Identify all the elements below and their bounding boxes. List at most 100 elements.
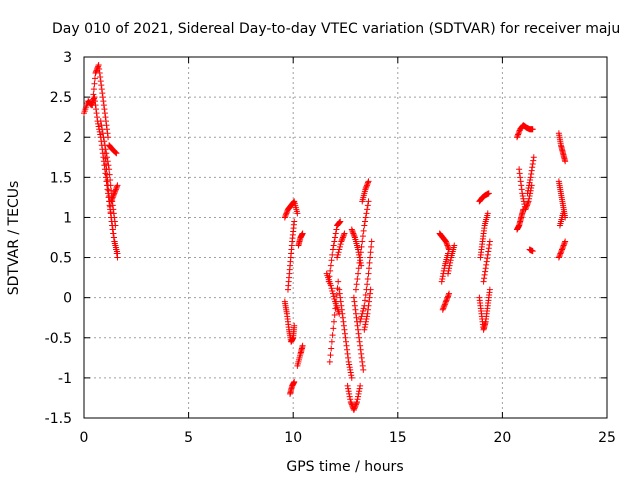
data-point-marker bbox=[557, 249, 564, 256]
data-point-marker bbox=[328, 345, 335, 352]
data-point-marker bbox=[102, 155, 109, 162]
data-point-marker bbox=[328, 285, 335, 292]
data-point-marker bbox=[355, 326, 362, 333]
data-point-marker bbox=[93, 68, 100, 75]
data-point-marker bbox=[485, 248, 492, 255]
data-point-marker bbox=[291, 218, 298, 225]
data-point-marker bbox=[362, 321, 369, 328]
data-point-marker bbox=[91, 98, 98, 105]
data-point-marker bbox=[364, 202, 371, 209]
data-point-marker bbox=[349, 227, 356, 234]
data-point-marker bbox=[526, 179, 533, 186]
data-point-marker bbox=[351, 298, 358, 305]
data-point-marker bbox=[482, 268, 489, 275]
data-point-marker bbox=[110, 193, 117, 200]
data-point-marker bbox=[112, 187, 119, 194]
data-point-marker bbox=[361, 326, 368, 333]
data-point-marker bbox=[336, 219, 343, 226]
data-point-marker bbox=[353, 281, 360, 288]
data-point-marker bbox=[327, 282, 334, 289]
data-point-marker bbox=[439, 306, 446, 313]
data-point-marker bbox=[526, 195, 533, 202]
data-point-marker bbox=[359, 310, 366, 317]
axis-ticks: 0 5 10 15 20 25 -1.5 -1 -0.5 0 0.5 1 1.5 2 2.5 3 bbox=[45, 50, 616, 446]
x-tick-label: 20 bbox=[493, 430, 511, 446]
data-point-marker bbox=[331, 238, 338, 245]
data-point-marker bbox=[114, 182, 121, 189]
data-point-marker bbox=[355, 393, 362, 400]
data-point-marker bbox=[368, 243, 375, 250]
data-point-marker bbox=[97, 78, 104, 85]
data-point-marker bbox=[514, 134, 521, 141]
data-point-marker bbox=[355, 265, 362, 272]
data-point-marker bbox=[338, 302, 345, 309]
y-tick-label: 3 bbox=[63, 50, 72, 66]
data-point-marker bbox=[340, 233, 347, 240]
data-point-marker bbox=[325, 278, 332, 285]
data-point-marker bbox=[366, 259, 373, 266]
data-point-marker bbox=[363, 316, 370, 323]
data-point-marker bbox=[337, 294, 344, 301]
data-point-marker bbox=[354, 322, 361, 329]
data-point-marker bbox=[480, 278, 487, 285]
data-point-marker bbox=[337, 218, 344, 225]
data-point-marker bbox=[443, 239, 450, 246]
data-point-marker bbox=[364, 306, 371, 313]
data-point-marker bbox=[516, 166, 523, 173]
data-point-marker bbox=[328, 257, 335, 264]
data-point-marker bbox=[110, 230, 117, 237]
data-point-marker bbox=[445, 291, 452, 298]
data-point-marker bbox=[95, 120, 102, 127]
data-point-marker bbox=[347, 366, 354, 373]
data-point-marker bbox=[440, 305, 447, 312]
data-point-marker bbox=[113, 150, 120, 157]
data-point-marker bbox=[364, 275, 371, 282]
data-point-marker bbox=[447, 259, 454, 266]
data-point-marker bbox=[108, 198, 115, 205]
data-point-marker bbox=[520, 206, 527, 213]
x-tick-label: 15 bbox=[389, 430, 407, 446]
data-point-marker bbox=[439, 275, 446, 282]
data-point-marker bbox=[97, 118, 104, 125]
data-point-marker bbox=[525, 199, 532, 206]
data-point-marker bbox=[445, 293, 452, 300]
data-point-marker bbox=[529, 160, 536, 167]
data-point-marker bbox=[345, 388, 352, 395]
data-point-marker bbox=[91, 80, 98, 87]
data-point-marker bbox=[439, 273, 446, 280]
data-point-marker bbox=[99, 90, 106, 97]
data-point-marker bbox=[557, 250, 564, 257]
data-point-marker bbox=[97, 74, 104, 81]
data-point-marker bbox=[329, 332, 336, 339]
data-point-marker bbox=[354, 396, 361, 403]
data-point-marker bbox=[443, 296, 450, 303]
data-point-marker bbox=[336, 246, 343, 253]
data-point-marker bbox=[339, 314, 346, 321]
data-point-marker bbox=[359, 362, 366, 369]
data-point-marker bbox=[360, 366, 367, 373]
data-point-marker bbox=[331, 312, 338, 319]
data-point-marker bbox=[527, 174, 534, 181]
data-point-marker bbox=[482, 265, 489, 272]
data-point-marker bbox=[366, 265, 373, 272]
y-tick-label: 2 bbox=[63, 130, 72, 146]
y-tick-label: 2.5 bbox=[50, 90, 72, 106]
data-point-marker bbox=[559, 245, 566, 252]
data-point-marker bbox=[98, 122, 105, 129]
data-point-marker bbox=[444, 294, 451, 301]
data-point-marker bbox=[445, 245, 452, 252]
data-point-marker bbox=[93, 106, 100, 113]
data-point-marker bbox=[484, 251, 491, 258]
data-point-marker bbox=[362, 297, 369, 304]
data-point-marker bbox=[345, 354, 352, 361]
data-point-marker bbox=[515, 131, 522, 138]
data-point-marker bbox=[101, 106, 108, 113]
data-point-marker bbox=[330, 318, 337, 325]
data-point-marker bbox=[346, 364, 353, 371]
data-point-marker bbox=[446, 290, 453, 297]
data-point-marker bbox=[110, 206, 117, 213]
data-point-marker bbox=[514, 132, 521, 139]
data-point-marker bbox=[344, 350, 351, 357]
data-point-marker bbox=[109, 195, 116, 202]
data-point-marker bbox=[326, 273, 333, 280]
